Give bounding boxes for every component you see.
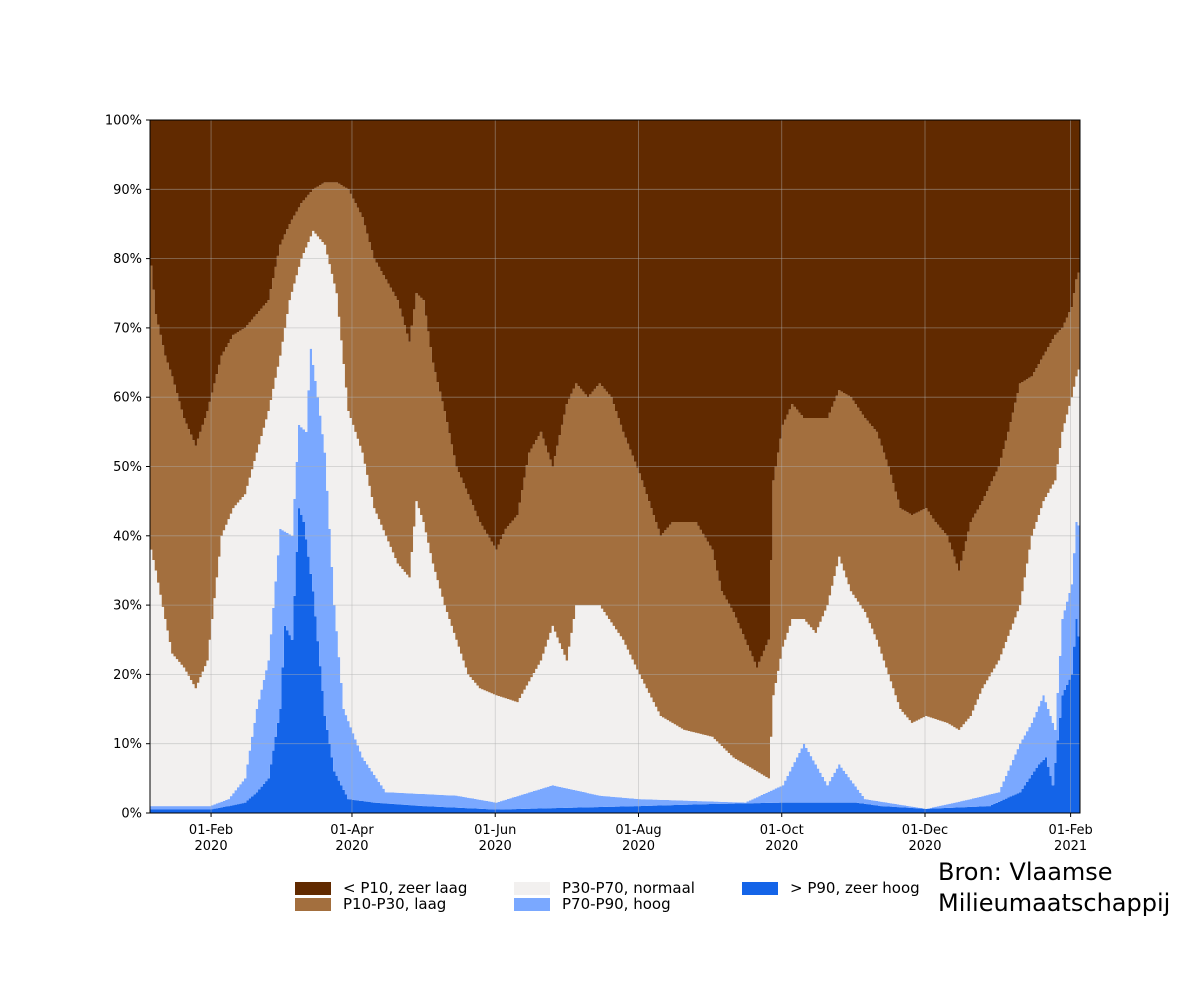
legend-label-hoog: P70-P90, hoog — [562, 895, 671, 913]
y-tick-label: 50% — [113, 460, 142, 475]
x-tick-label: 01-Aug — [615, 823, 661, 838]
legend-label-laag: P10-P30, laag — [343, 895, 447, 913]
y-tick-label: 60% — [113, 391, 142, 406]
legend-label-zeer-laag: < P10, zeer laag — [343, 879, 468, 897]
legend-item-zeer-laag: < P10, zeer laag — [295, 879, 468, 897]
y-tick-label: 20% — [113, 668, 142, 683]
legend-swatch-hoog — [514, 897, 550, 911]
y-tick-label: 100% — [105, 114, 142, 129]
source-line-2: Milieumaatschappij — [938, 889, 1171, 917]
x-tick-label: 01-Jun — [474, 823, 516, 838]
area-zeer-laag — [150, 120, 1080, 668]
x-tick-label: 01-Apr — [330, 823, 374, 838]
area-normaal — [150, 230, 1080, 809]
y-tick-label: 90% — [113, 183, 142, 198]
legend-label-normaal: P30-P70, normaal — [562, 879, 695, 897]
x-axis: 01-Feb202001-Apr202001-Jun202001-Aug2020… — [189, 813, 1093, 854]
x-tick-year-label: 2020 — [335, 839, 368, 854]
y-tick-label: 70% — [113, 321, 142, 336]
x-tick-year-label: 2020 — [479, 839, 512, 854]
y-axis: 0% 10% 20% 30% 40% 50% 60% 70% 80% 90% 100% — [105, 114, 150, 822]
x-tick-label: 01-Oct — [760, 823, 804, 838]
x-tick-label: 01-Dec — [902, 823, 948, 838]
x-tick-year-label: 2020 — [908, 839, 941, 854]
x-tick-label: 01-Feb — [189, 823, 233, 838]
source-credit: Bron: Vlaamse Milieumaatschappij — [938, 857, 1170, 919]
legend: < P10, zeer laag P10-P30, laag P30-P70, … — [295, 879, 945, 920]
x-tick-label: 01-Feb — [1048, 823, 1092, 838]
area-laag — [150, 182, 1080, 779]
legend-item-laag: P10-P30, laag — [295, 895, 447, 913]
legend-swatch-laag — [295, 897, 331, 911]
x-tick-year-label: 2020 — [622, 839, 655, 854]
legend-swatch-normaal — [514, 881, 550, 895]
y-tick-label: 30% — [113, 599, 142, 614]
y-tick-label: 80% — [113, 252, 142, 267]
legend-swatch-zeer-hoog — [742, 881, 778, 895]
chart-areas — [150, 120, 1080, 813]
x-tick-year-label: 2020 — [195, 839, 228, 854]
y-tick-label: 40% — [113, 529, 142, 544]
legend-swatch-zeer-laag — [295, 881, 331, 895]
legend-item-hoog: P70-P90, hoog — [514, 895, 671, 913]
x-tick-year-label: 2020 — [765, 839, 798, 854]
legend-label-zeer-hoog: > P90, zeer hoog — [790, 879, 920, 897]
y-tick-label: 10% — [113, 737, 142, 752]
x-tick-year-label: 2021 — [1054, 839, 1087, 854]
y-tick-label: 0% — [121, 807, 142, 822]
source-line-1: Bron: Vlaamse — [938, 858, 1113, 886]
legend-item-normaal: P30-P70, normaal — [514, 879, 695, 897]
legend-item-zeer-hoog: > P90, zeer hoog — [742, 879, 920, 897]
